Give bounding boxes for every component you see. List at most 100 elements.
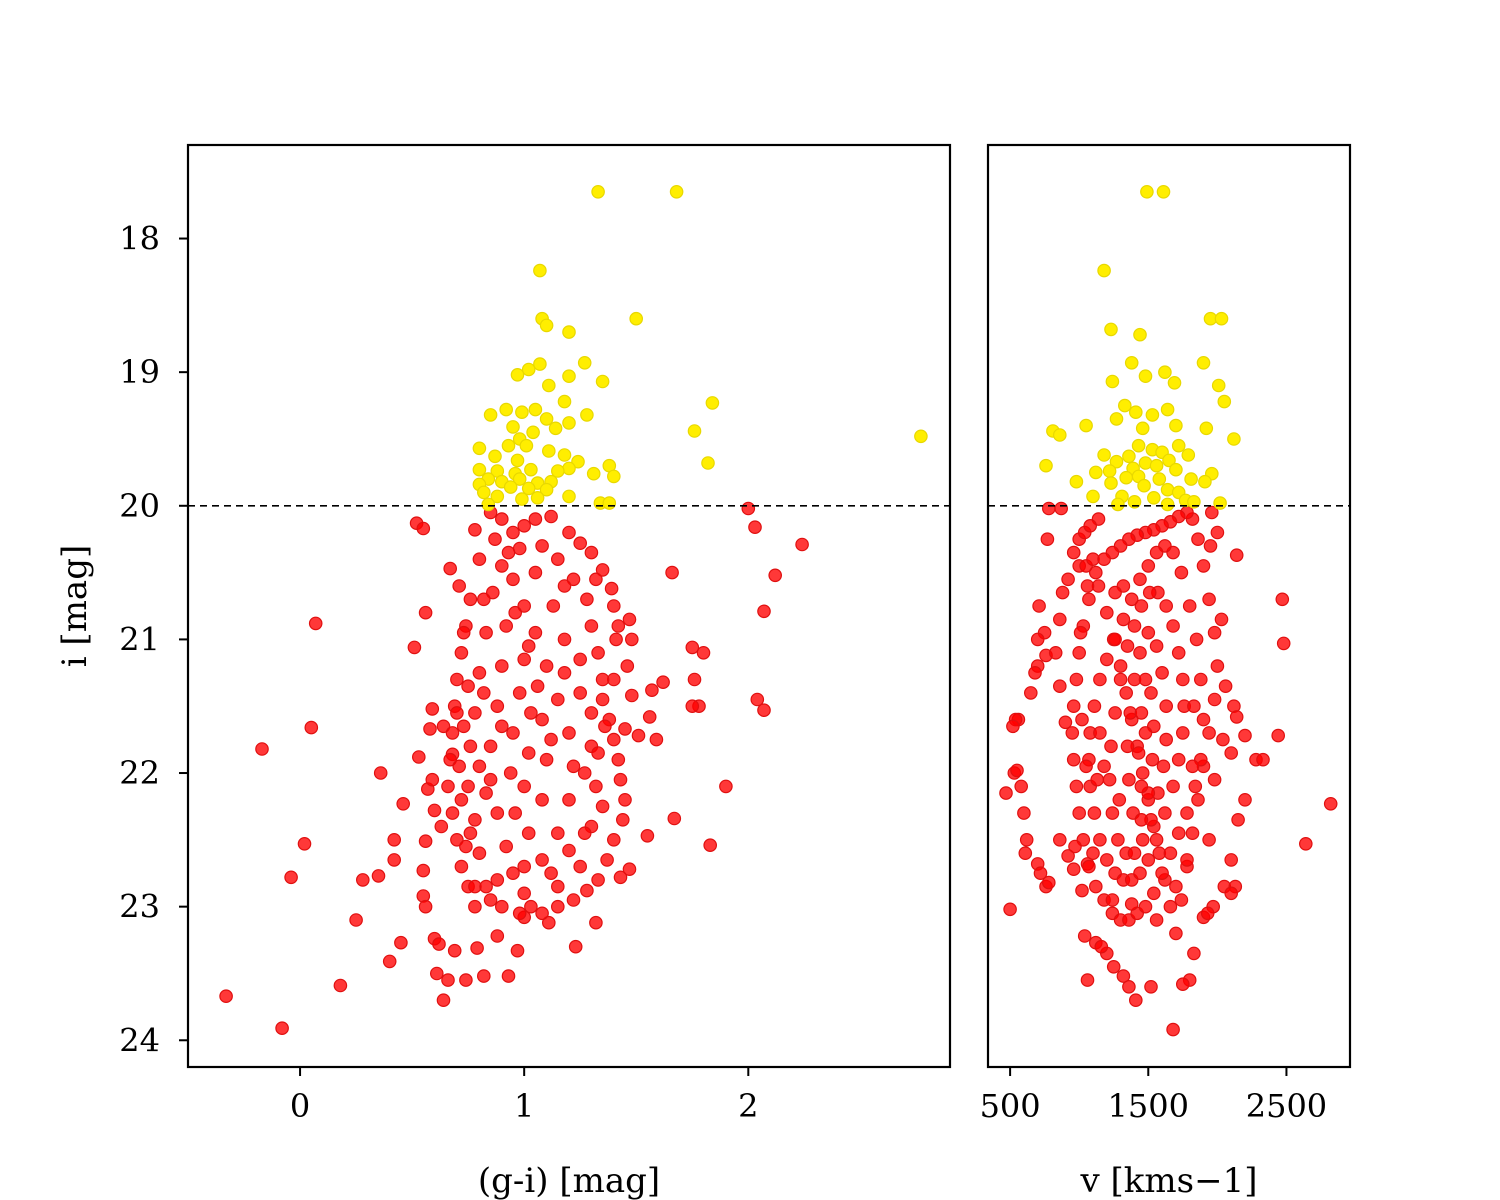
- faint-galaxy-point: [546, 599, 561, 613]
- left-x-ticks: 0 1 2: [290, 1067, 758, 1125]
- faint-galaxy-point: [550, 899, 565, 914]
- faint-galaxy-point: [1166, 779, 1180, 794]
- faint-galaxy-point: [1127, 619, 1142, 633]
- faint-galaxy-point: [1145, 752, 1160, 767]
- faint-galaxy-point: [349, 913, 363, 927]
- faint-galaxy-point: [557, 665, 572, 680]
- bright-galaxy-point: [562, 461, 576, 476]
- faint-galaxy-point: [566, 572, 581, 587]
- bright-galaxy-point: [1127, 494, 1142, 509]
- bright-galaxy-point: [539, 482, 554, 497]
- faint-galaxy-point: [1006, 719, 1020, 734]
- faint-galaxy-point: [1144, 686, 1158, 700]
- faint-galaxy-point: [418, 834, 433, 848]
- bright-galaxy-point: [512, 472, 527, 486]
- faint-galaxy-point: [454, 859, 469, 874]
- bright-galaxy-point: [1196, 355, 1211, 370]
- faint-galaxy-point: [577, 766, 592, 780]
- bright-galaxy-point: [515, 492, 529, 506]
- bright-galaxy-point: [521, 481, 536, 496]
- bright-galaxy-point: [1118, 398, 1132, 413]
- faint-galaxy-point: [611, 752, 626, 767]
- faint-galaxy-point: [584, 706, 599, 720]
- bright-galaxy-point: [595, 374, 610, 389]
- faint-galaxy-point: [1108, 585, 1122, 600]
- faint-galaxy-point: [1174, 893, 1189, 907]
- faint-galaxy-point: [999, 786, 1013, 800]
- faint-galaxy-point: [748, 520, 762, 534]
- faint-galaxy-point: [528, 625, 543, 640]
- faint-galaxy-point: [494, 899, 509, 914]
- faint-galaxy-point: [615, 812, 630, 827]
- faint-galaxy-point: [479, 625, 493, 640]
- faint-galaxy-point: [1176, 977, 1190, 991]
- faint-galaxy-point: [445, 806, 460, 820]
- bright-galaxy-point: [562, 369, 576, 383]
- bright-galaxy-point: [521, 362, 536, 377]
- faint-galaxy-point: [566, 893, 581, 907]
- faint-galaxy-point: [506, 726, 520, 740]
- faint-galaxy-point: [1066, 699, 1081, 713]
- faint-galaxy-point: [297, 836, 312, 851]
- faint-galaxy-point: [606, 832, 621, 847]
- faint-galaxy-point: [1032, 599, 1046, 613]
- faint-galaxy-point: [741, 501, 756, 516]
- faint-galaxy-point: [441, 779, 455, 794]
- faint-galaxy-point: [757, 604, 771, 619]
- faint-galaxy-point: [432, 937, 446, 951]
- faint-galaxy-point: [394, 935, 408, 950]
- faint-galaxy-point: [535, 539, 549, 553]
- faint-galaxy-point: [606, 732, 621, 747]
- faint-galaxy-point: [1176, 726, 1190, 740]
- faint-galaxy-point: [1133, 645, 1147, 660]
- faint-galaxy-point: [1010, 763, 1024, 778]
- left-y-ticks: 18 19 20 21 22 23 24: [119, 220, 188, 1059]
- faint-galaxy-point: [1080, 973, 1095, 987]
- faint-galaxy-point: [609, 632, 623, 647]
- faint-galaxy-point: [768, 568, 782, 583]
- faint-galaxy-point: [1147, 886, 1161, 901]
- faint-galaxy-point: [580, 883, 594, 898]
- faint-galaxy-point: [1053, 612, 1067, 627]
- bright-galaxy-point: [503, 480, 518, 494]
- faint-galaxy-point: [1231, 812, 1245, 827]
- bright-galaxy-point: [539, 412, 554, 426]
- faint-galaxy-point: [1116, 969, 1131, 983]
- faint-galaxy-point: [1171, 826, 1186, 840]
- bright-galaxy-point: [510, 367, 525, 382]
- faint-galaxy-point: [620, 659, 635, 673]
- faint-galaxy-point: [517, 599, 531, 613]
- bright-galaxy-point: [1199, 421, 1214, 436]
- faint-galaxy-point: [562, 726, 576, 740]
- bright-galaxy-point: [1138, 369, 1153, 383]
- faint-galaxy-point: [1134, 812, 1149, 827]
- faint-galaxy-point: [468, 522, 482, 537]
- faint-galaxy-point: [544, 866, 558, 880]
- faint-galaxy-point: [1087, 806, 1102, 820]
- faint-galaxy-point: [456, 625, 471, 640]
- bright-galaxy-point: [1147, 490, 1161, 505]
- bright-galaxy-point: [629, 311, 643, 326]
- x-tick-label: 2500: [1246, 1087, 1327, 1125]
- faint-galaxy-point: [573, 652, 587, 667]
- faint-galaxy-point: [423, 722, 437, 736]
- faint-galaxy-point: [418, 605, 433, 620]
- faint-galaxy-point: [1100, 652, 1114, 667]
- faint-galaxy-point: [468, 706, 482, 720]
- faint-galaxy-point: [562, 792, 576, 807]
- faint-galaxy-point: [1156, 759, 1171, 774]
- faint-galaxy-point: [441, 973, 455, 987]
- faint-galaxy-point: [1171, 752, 1186, 767]
- faint-galaxy-point: [1210, 525, 1225, 540]
- faint-galaxy-point: [476, 969, 491, 983]
- faint-galaxy-point: [490, 873, 505, 887]
- faint-galaxy-point: [506, 572, 520, 587]
- right-panel: 500 1500 2500 v [kms−1]: [980, 143, 1352, 1200]
- faint-galaxy-point: [1224, 853, 1238, 867]
- faint-galaxy-point: [1124, 592, 1139, 607]
- bright-galaxy-point: [591, 185, 605, 199]
- faint-galaxy-point: [544, 732, 558, 747]
- faint-galaxy-point: [1135, 766, 1150, 780]
- faint-galaxy-point: [757, 703, 771, 717]
- faint-galaxy-point: [521, 826, 536, 840]
